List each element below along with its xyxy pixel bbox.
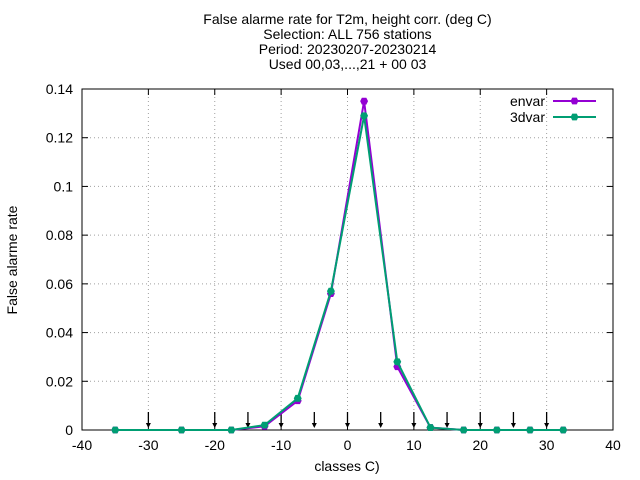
y-tick-label: 0.12 — [46, 130, 73, 146]
data-point-3dvar — [293, 394, 302, 402]
series-envar — [111, 97, 568, 434]
class-arrow-head — [212, 423, 218, 428]
y-tick-label: 0.1 — [54, 178, 74, 194]
data-point-3dvar — [426, 424, 435, 431]
data-point-3dvar — [260, 421, 269, 429]
title-line-1: False alarme rate for T2m, height corr. … — [203, 11, 492, 27]
title-line-4: Used 00,03,...,21 + 00 03 — [268, 56, 427, 72]
class-arrow-head — [311, 423, 317, 428]
class-arrow-head — [145, 423, 151, 428]
class-arrow-head — [544, 423, 550, 428]
x-tick-label: -20 — [205, 437, 225, 453]
y-tick-label: 0.06 — [46, 276, 73, 292]
legend-label: envar — [510, 93, 545, 109]
series-line-envar — [115, 101, 564, 431]
grid — [82, 89, 613, 430]
x-tick-label: 20 — [472, 437, 488, 453]
legend-marker — [570, 97, 579, 105]
x-tick-label: 10 — [406, 437, 422, 453]
data-point-3dvar — [526, 426, 534, 434]
y-tick-label: 0.14 — [46, 81, 73, 97]
legend-marker — [570, 113, 579, 121]
legend-label: 3dvar — [510, 109, 545, 125]
x-axis-label: classes C) — [314, 458, 379, 474]
legend-entry-3dvar: 3dvar — [510, 109, 596, 125]
title-line-3: Period: 20230207-20230214 — [258, 41, 437, 57]
class-arrow-head — [477, 423, 483, 428]
x-tick-label: 30 — [539, 437, 555, 453]
data-point-3dvar — [492, 426, 501, 434]
class-arrow-head — [378, 423, 384, 428]
class-arrow-head — [411, 423, 417, 428]
class-arrow-head — [444, 423, 450, 428]
y-tick-label: 0 — [65, 422, 73, 438]
data-point-3dvar — [177, 426, 186, 434]
x-tick-label: -40 — [72, 437, 92, 453]
plot-frame — [81, 88, 614, 431]
data-point-3dvar — [111, 426, 120, 434]
data-point-3dvar — [559, 426, 568, 434]
class-arrow-head — [278, 423, 284, 428]
legend-entry-envar: envar — [510, 93, 596, 109]
x-tick-label: -30 — [138, 437, 158, 453]
data-point-3dvar — [393, 358, 402, 366]
class-arrow-head — [245, 423, 251, 428]
class-arrow-head — [510, 423, 516, 428]
series — [111, 97, 568, 434]
series-3dvar — [111, 112, 568, 434]
x-tick-label: -10 — [271, 437, 291, 453]
y-axis-label: False alarme rate — [4, 205, 20, 314]
class-markers — [145, 412, 550, 428]
x-tick-label: 0 — [344, 437, 352, 453]
series-line-3dvar — [115, 115, 564, 431]
data-point-3dvar — [326, 287, 335, 295]
class-arrow-head — [345, 423, 350, 428]
y-tick-label: 0.02 — [46, 373, 73, 389]
data-point-envar — [360, 97, 369, 105]
x-tick-label: 40 — [605, 437, 621, 453]
data-point-3dvar — [227, 426, 236, 434]
data-point-3dvar — [459, 426, 468, 434]
y-tick-label: 0.08 — [46, 227, 73, 243]
axes: -40 -30 -20 -10 0 10 20 30 40 0 0.02 0.04 0.06 0.08 0.… — [46, 81, 621, 453]
chart-title: False alarme rate for T2m, height corr. … — [0, 12, 640, 72]
y-tick-label: 0.04 — [46, 325, 73, 341]
data-point-3dvar — [360, 112, 369, 120]
title-line-2: Selection: ALL 756 stations — [263, 26, 432, 42]
